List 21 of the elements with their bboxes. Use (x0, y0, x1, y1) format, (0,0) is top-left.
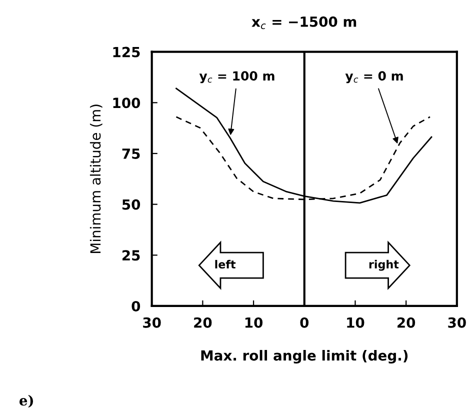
y-tick-label: 75 (122, 148, 140, 159)
x-tick-label: 30 (143, 317, 161, 328)
x-tick-label: 20 (194, 317, 212, 328)
y-tick-label: 25 (122, 250, 140, 261)
annotation: y$_{c}$ = 100 m (199, 71, 274, 84)
x-tick-label: 0 (300, 317, 309, 328)
chart-title: x$_{c}$ = −1500 m (252, 16, 356, 30)
y-tick-label: 50 (122, 199, 140, 210)
y-axis-title: Minimum altitude (m) (90, 104, 102, 253)
annotation: left (215, 260, 236, 269)
x-tick-label: 10 (347, 317, 364, 328)
x-tick-label: 20 (398, 317, 416, 328)
y-tick-label: 100 (113, 98, 140, 108)
text: e) (19, 394, 34, 408)
x-tick-label: 10 (245, 317, 263, 328)
x-tick-label: 30 (448, 317, 466, 328)
annotation: right (369, 260, 399, 271)
annotation: y$_{c}$ = 0 m (345, 71, 403, 84)
y-tick-label: 125 (113, 46, 140, 58)
x-axis-title: Max. roll angle limit (deg.) (201, 350, 408, 364)
y-tick-label: 0 (132, 300, 140, 312)
